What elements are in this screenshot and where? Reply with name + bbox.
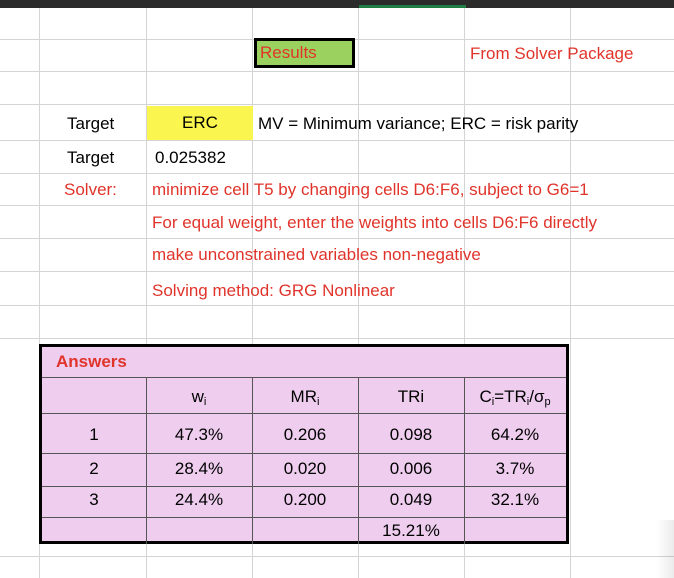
row-2-mr[interactable]: 0.020 xyxy=(283,459,327,478)
row-2-tr[interactable]: 0.006 xyxy=(389,459,433,478)
solver-instruction-3[interactable]: make unconstrained variables non-negativ… xyxy=(152,245,481,264)
row-2-index[interactable]: 2 xyxy=(89,459,99,478)
solver-instruction-2[interactable]: For equal weight, enter the weights into… xyxy=(152,213,598,232)
solver-instruction-1[interactable]: minimize cell T5 by changing cells D6:F6… xyxy=(152,180,589,199)
row-3-weight[interactable]: 24.4% xyxy=(174,490,224,509)
row-3-contribution[interactable]: 32.1% xyxy=(490,490,540,509)
header-total-risk[interactable]: TRi xyxy=(397,387,425,406)
scroll-edge-shadow xyxy=(656,520,674,578)
answers-title: Answers xyxy=(56,352,127,371)
header-marginal-risk[interactable]: MRi xyxy=(290,387,320,408)
row-1-tr[interactable]: 0.098 xyxy=(389,425,433,444)
target-value-cell[interactable]: 0.025382 xyxy=(155,148,226,167)
header-weight[interactable]: wi xyxy=(191,387,207,408)
top-toolbar-strip xyxy=(0,0,674,8)
row-1-weight[interactable]: 47.3% xyxy=(174,425,224,444)
target-label-cell-2[interactable]: Target xyxy=(67,148,115,167)
header-risk-contribution[interactable]: Ci=TRi/σp xyxy=(479,387,551,408)
solver-instruction-4[interactable]: Solving method: GRG Nonlinear xyxy=(152,281,395,300)
row-3-mr[interactable]: 0.200 xyxy=(283,490,327,509)
solver-label-cell[interactable]: Solver: xyxy=(64,180,117,199)
target-description-cell[interactable]: MV = Minimum variance; ERC = risk parity xyxy=(258,114,579,133)
row-1-index[interactable]: 1 xyxy=(89,425,99,444)
row-2-contribution[interactable]: 3.7% xyxy=(495,459,535,478)
results-cell[interactable]: Results xyxy=(254,38,355,68)
row-1-mr[interactable]: 0.206 xyxy=(283,425,327,444)
row-3-tr[interactable]: 0.049 xyxy=(389,490,433,509)
row-1-contribution[interactable]: 64.2% xyxy=(490,425,540,444)
row-3-index[interactable]: 3 xyxy=(89,490,99,509)
selected-column-indicator xyxy=(359,5,466,8)
target-label-cell[interactable]: Target xyxy=(67,114,115,133)
row-2-weight[interactable]: 28.4% xyxy=(174,459,224,478)
total-tr-cell[interactable]: 15.21% xyxy=(382,521,440,540)
answers-table: Answers wi MRi TRi Ci=TRi/σp 1 47.3% 0.2… xyxy=(39,344,569,544)
target-erc-cell[interactable]: ERC xyxy=(147,106,253,140)
source-label-cell[interactable]: From Solver Package xyxy=(470,44,634,63)
